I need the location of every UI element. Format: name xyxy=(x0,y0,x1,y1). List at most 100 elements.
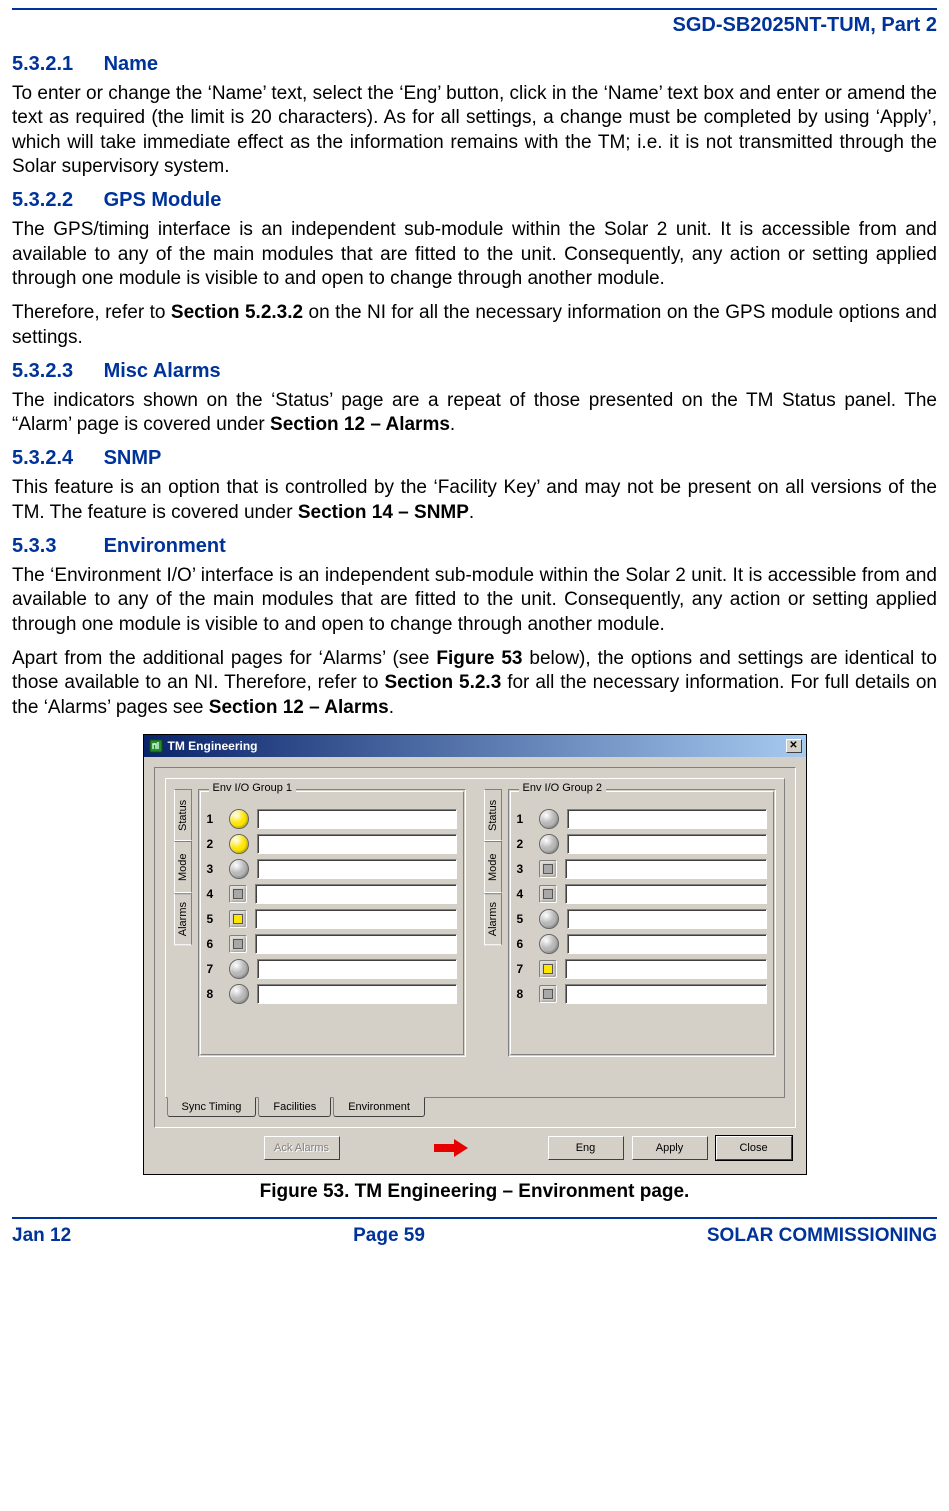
io-text-field[interactable] xyxy=(567,934,767,954)
heading-5-3-2-2: 5.3.2.2 GPS Module xyxy=(12,189,937,212)
row-number: 5 xyxy=(517,912,531,926)
status-indicator xyxy=(229,984,249,1004)
io-text-field[interactable] xyxy=(257,984,457,1004)
bottom-tabs: Sync TimingFacilitiesEnvironment xyxy=(165,1097,785,1117)
io-row: 3 xyxy=(517,859,767,879)
para-env-1: The ‘Environment I/O’ interface is an in… xyxy=(12,564,937,637)
heading-title: GPS Module xyxy=(104,189,222,211)
io-text-field[interactable] xyxy=(255,934,457,954)
io-row: 7 xyxy=(207,959,457,979)
row-number: 4 xyxy=(517,887,531,901)
io-row: 5 xyxy=(207,909,457,929)
row-number: 2 xyxy=(207,837,221,851)
window-titlebar[interactable]: TM Engineering ✕ xyxy=(144,735,806,757)
close-button[interactable]: Close xyxy=(716,1136,792,1160)
heading-number: 5.3.2.1 xyxy=(12,53,98,76)
status-indicator xyxy=(539,834,559,854)
io-row: 2 xyxy=(207,834,457,854)
io-row: 4 xyxy=(517,884,767,904)
vtab-alarms[interactable]: Alarms xyxy=(484,893,502,945)
doc-header: SGD-SB2025NT-TUM, Part 2 xyxy=(12,10,937,43)
heading-5-3-3: 5.3.3 Environment xyxy=(12,535,937,558)
status-indicator xyxy=(539,885,557,903)
heading-title: Environment xyxy=(104,535,226,557)
status-indicator xyxy=(539,960,557,978)
status-indicator xyxy=(539,985,557,1003)
io-text-field[interactable] xyxy=(255,909,457,929)
heading-number: 5.3.2.3 xyxy=(12,360,98,383)
row-number: 7 xyxy=(517,962,531,976)
vtab-mode[interactable]: Mode xyxy=(484,841,502,893)
io-text-field[interactable] xyxy=(565,984,767,1004)
status-indicator xyxy=(229,935,247,953)
heading-5-3-2-3: 5.3.2.3 Misc Alarms xyxy=(12,360,937,383)
io-row: 8 xyxy=(517,984,767,1004)
heading-number: 5.3.3 xyxy=(12,535,98,558)
heading-title: Misc Alarms xyxy=(104,360,221,382)
status-indicator xyxy=(539,860,557,878)
io-text-field[interactable] xyxy=(255,884,457,904)
vtab-alarms[interactable]: Alarms xyxy=(174,893,192,945)
status-indicator xyxy=(229,859,249,879)
status-indicator xyxy=(539,809,559,829)
ack-alarms-button: Ack Alarms xyxy=(264,1136,340,1160)
heading-title: Name xyxy=(104,53,158,75)
io-row: 6 xyxy=(207,934,457,954)
io-row: 5 xyxy=(517,909,767,929)
group-legend: Env I/O Group 1 xyxy=(209,782,296,794)
footer-mid: Page 59 xyxy=(71,1225,707,1247)
io-row: 7 xyxy=(517,959,767,979)
groupbox: Env I/O Group 112345678 xyxy=(198,789,466,1057)
status-indicator xyxy=(229,885,247,903)
status-indicator xyxy=(229,834,249,854)
vtab-status[interactable]: Status xyxy=(484,789,502,841)
io-text-field[interactable] xyxy=(567,834,767,854)
row-number: 2 xyxy=(517,837,531,851)
status-indicator xyxy=(539,909,559,929)
apply-button[interactable]: Apply xyxy=(632,1136,708,1160)
para-gps-1: The GPS/timing interface is an independe… xyxy=(12,218,937,291)
tab-sync-timing[interactable]: Sync Timing xyxy=(167,1097,257,1117)
page-footer: Jan 12 Page 59 SOLAR COMMISSIONING xyxy=(12,1219,937,1261)
io-text-field[interactable] xyxy=(257,834,457,854)
tab-environment[interactable]: Environment xyxy=(333,1097,425,1117)
io-row: 6 xyxy=(517,934,767,954)
footer-left: Jan 12 xyxy=(12,1225,71,1247)
status-indicator xyxy=(229,959,249,979)
io-text-field[interactable] xyxy=(567,809,767,829)
heading-title: SNMP xyxy=(104,447,162,469)
group-legend: Env I/O Group 2 xyxy=(519,782,606,794)
eng-button[interactable]: Eng xyxy=(548,1136,624,1160)
para-name: To enter or change the ‘Name’ text, sele… xyxy=(12,82,937,179)
close-icon[interactable]: ✕ xyxy=(786,739,802,753)
io-text-field[interactable] xyxy=(565,859,767,879)
heading-5-3-2-1: 5.3.2.1 Name xyxy=(12,53,937,76)
app-icon xyxy=(148,738,164,754)
row-number: 8 xyxy=(517,987,531,1001)
footer-right: SOLAR COMMISSIONING xyxy=(707,1225,937,1247)
io-text-field[interactable] xyxy=(565,884,767,904)
para-env-2: Apart from the additional pages for ‘Ala… xyxy=(12,647,937,720)
window-title: TM Engineering xyxy=(168,739,786,753)
para-snmp: This feature is an option that is contro… xyxy=(12,476,937,525)
tab-facilities[interactable]: Facilities xyxy=(258,1097,331,1117)
row-number: 6 xyxy=(517,937,531,951)
io-row: 3 xyxy=(207,859,457,879)
status-indicator xyxy=(539,934,559,954)
io-row: 8 xyxy=(207,984,457,1004)
vtab-status[interactable]: Status xyxy=(174,789,192,841)
row-number: 3 xyxy=(517,862,531,876)
io-text-field[interactable] xyxy=(257,809,457,829)
io-text-field[interactable] xyxy=(565,959,767,979)
row-number: 8 xyxy=(207,987,221,1001)
vtab-mode[interactable]: Mode xyxy=(174,841,192,893)
tm-engineering-window: TM Engineering ✕ StatusModeAlarmsEnv I/O… xyxy=(143,734,807,1175)
heading-5-3-2-4: 5.3.2.4 SNMP xyxy=(12,447,937,470)
io-text-field[interactable] xyxy=(567,909,767,929)
figure-caption: Figure 53. TM Engineering – Environment … xyxy=(12,1181,937,1203)
io-text-field[interactable] xyxy=(257,959,457,979)
io-row: 4 xyxy=(207,884,457,904)
row-number: 4 xyxy=(207,887,221,901)
io-text-field[interactable] xyxy=(257,859,457,879)
row-number: 1 xyxy=(517,812,531,826)
